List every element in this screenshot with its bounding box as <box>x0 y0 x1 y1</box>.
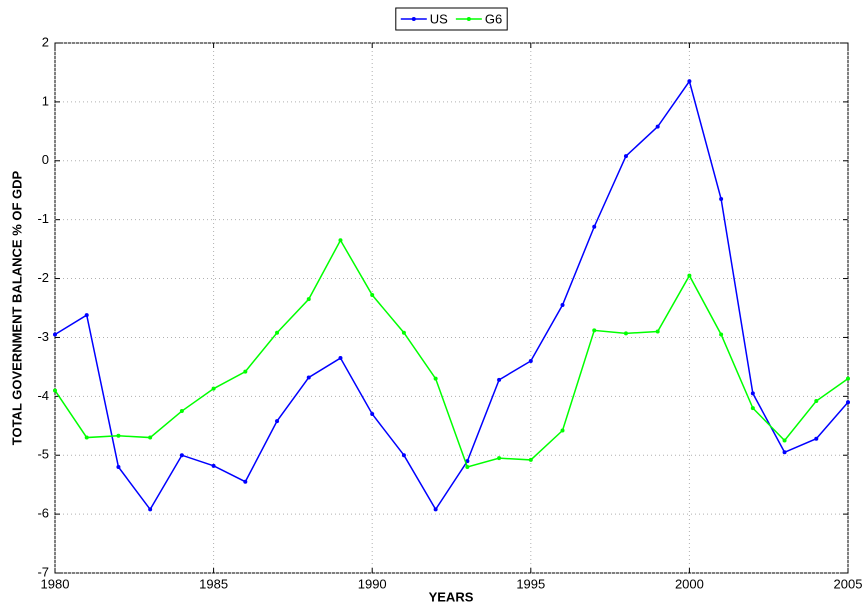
plot-area <box>54 42 849 574</box>
data-point <box>401 330 406 335</box>
data-point <box>719 332 724 337</box>
y-axis-label: TOTAL GOVERNMENT BALANCE % OF GDP <box>9 170 24 445</box>
data-point <box>116 433 121 438</box>
data-point <box>243 479 248 484</box>
data-point <box>750 406 755 411</box>
y-tick-label: -2 <box>37 270 49 285</box>
legend-item: G6 <box>455 11 502 26</box>
data-point <box>846 400 850 405</box>
legend-marker <box>411 17 416 21</box>
data-point <box>53 332 57 337</box>
y-tick-label: 0 <box>42 152 49 167</box>
data-point <box>338 238 343 243</box>
data-point <box>497 456 502 461</box>
y-tick-label: 1 <box>42 93 49 108</box>
data-point <box>687 273 692 278</box>
data-point <box>433 507 438 512</box>
x-tick-label: 2005 <box>834 576 863 591</box>
data-point <box>497 377 502 382</box>
x-tick-label: 1995 <box>516 576 545 591</box>
data-point <box>528 457 533 462</box>
data-point <box>814 436 819 441</box>
data-point <box>179 409 184 414</box>
x-tick-label: 1990 <box>358 576 387 591</box>
y-tick-label: -7 <box>37 564 49 579</box>
series-line <box>54 238 849 468</box>
legend: US G6 <box>395 7 508 31</box>
x-axis-label: YEARS <box>429 589 474 604</box>
x-tick-label: 1980 <box>41 576 70 591</box>
data-point <box>306 375 311 380</box>
data-point <box>275 419 280 424</box>
data-point <box>433 376 438 381</box>
data-point <box>592 224 597 229</box>
data-point <box>465 465 470 469</box>
series-line <box>54 79 849 511</box>
data-point <box>560 428 565 433</box>
data-point <box>687 79 692 84</box>
data-point <box>655 329 660 334</box>
legend-marker <box>466 17 471 21</box>
legend-label: US <box>430 11 448 26</box>
data-point <box>401 453 406 458</box>
data-point <box>179 453 184 458</box>
data-point <box>655 124 660 129</box>
data-point <box>528 359 533 363</box>
data-point <box>623 331 628 336</box>
data-point <box>306 297 311 302</box>
legend-label: G6 <box>485 11 502 26</box>
data-point <box>84 313 89 318</box>
data-point <box>560 303 565 308</box>
data-point <box>814 399 819 404</box>
data-point <box>846 376 850 381</box>
data-point <box>370 412 375 416</box>
y-tick-label: 2 <box>42 34 49 49</box>
legend-box <box>395 7 508 31</box>
y-tick-label: -5 <box>37 447 49 462</box>
data-point <box>116 465 121 469</box>
data-point <box>592 328 597 333</box>
data-point <box>370 293 375 298</box>
data-point <box>243 369 248 374</box>
data-point <box>719 197 724 202</box>
data-point <box>338 356 343 361</box>
data-point <box>275 330 280 335</box>
x-tick-label: 2000 <box>675 576 704 591</box>
data-point <box>53 388 57 393</box>
legend-item: US <box>400 11 448 26</box>
y-tick-label: -4 <box>37 388 49 403</box>
y-tick-label: -6 <box>37 506 49 521</box>
data-point <box>623 154 628 159</box>
data-point <box>782 450 787 455</box>
data-point <box>782 438 787 443</box>
data-point <box>148 435 153 440</box>
data-point <box>148 507 153 512</box>
data-point <box>84 435 89 440</box>
data-point <box>211 463 216 468</box>
data-point <box>750 391 755 396</box>
y-tick-label: -1 <box>37 211 49 226</box>
data-point <box>211 386 216 391</box>
y-tick-label: -3 <box>37 329 49 344</box>
x-tick-label: 1985 <box>199 576 228 591</box>
